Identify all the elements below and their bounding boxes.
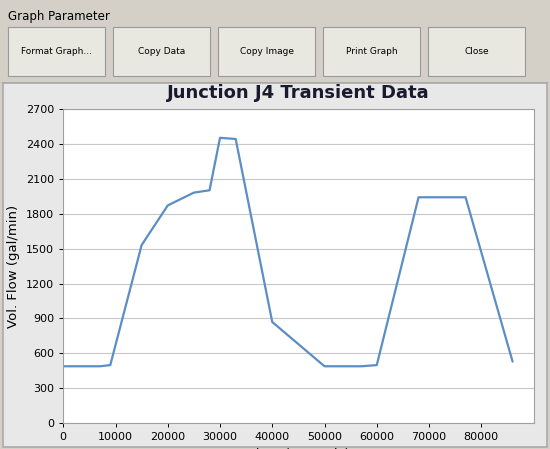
Y-axis label: Vol. Flow (gal/min): Vol. Flow (gal/min) bbox=[7, 204, 20, 328]
FancyBboxPatch shape bbox=[218, 26, 315, 76]
Text: Graph Parameter: Graph Parameter bbox=[8, 10, 110, 23]
Text: Print Graph: Print Graph bbox=[346, 47, 398, 56]
Text: Close: Close bbox=[465, 47, 489, 56]
Title: Junction J4 Transient Data: Junction J4 Transient Data bbox=[167, 84, 430, 101]
FancyBboxPatch shape bbox=[8, 26, 105, 76]
Text: Copy Data: Copy Data bbox=[138, 47, 185, 56]
FancyBboxPatch shape bbox=[428, 26, 525, 76]
X-axis label: Time (seconds): Time (seconds) bbox=[248, 448, 349, 449]
FancyBboxPatch shape bbox=[113, 26, 210, 76]
Text: Format Graph...: Format Graph... bbox=[21, 47, 92, 56]
FancyBboxPatch shape bbox=[323, 26, 420, 76]
Text: Copy Image: Copy Image bbox=[240, 47, 294, 56]
